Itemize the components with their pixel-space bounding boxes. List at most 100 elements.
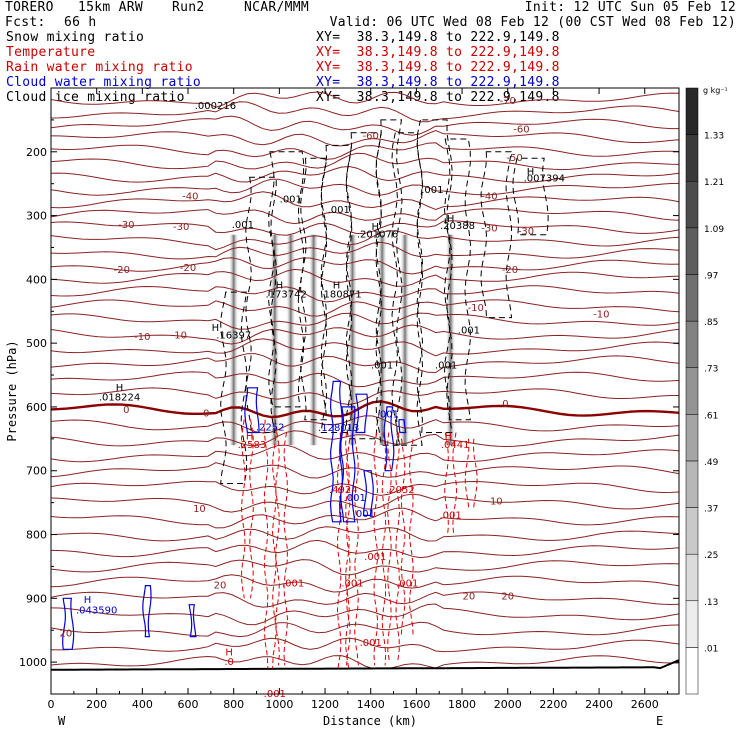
temperature-contour bbox=[51, 101, 679, 123]
colorbar-tick-label: .37 bbox=[704, 505, 718, 515]
maximum-marker: H bbox=[372, 222, 380, 233]
maximum-marker: H bbox=[276, 281, 284, 292]
colorbar-tick-label: 1.21 bbox=[704, 178, 724, 188]
temperature-contour bbox=[51, 241, 679, 260]
temperature-contour bbox=[51, 371, 679, 388]
colorbar-tick-label: .97 bbox=[704, 271, 718, 281]
colorbar-segment bbox=[685, 227, 699, 275]
contour-value-label: .0441 bbox=[441, 440, 470, 451]
temperature-contour bbox=[51, 165, 679, 183]
contour-value-label: .001 bbox=[280, 195, 302, 206]
legend-temperature-label: Temperature bbox=[6, 45, 96, 60]
colorbar-segment bbox=[685, 134, 699, 182]
temperature-contour-label: -40 bbox=[481, 191, 497, 202]
maximum-marker: H bbox=[225, 648, 233, 659]
cloud-water-contour bbox=[383, 406, 395, 472]
contour-value-label: .001 bbox=[396, 579, 418, 590]
rain-contour bbox=[452, 432, 458, 535]
temperature-contour-label: -10 bbox=[593, 309, 609, 320]
colorbar-segment bbox=[685, 367, 699, 415]
colorbar-tick-label: 1.09 bbox=[704, 225, 724, 235]
header-model: TORERO bbox=[5, 0, 54, 15]
y-tick-label: 400 bbox=[26, 273, 47, 286]
x-tick-label: 1200 bbox=[311, 698, 339, 711]
maximum-marker: H bbox=[527, 167, 535, 178]
contour-value-label: .001 bbox=[328, 205, 350, 216]
snow-shading-column bbox=[377, 234, 388, 446]
temperature-contour bbox=[51, 621, 679, 638]
snow-contour bbox=[268, 151, 305, 408]
legend-cloud-water-label: Cloud water mixing ratio bbox=[6, 75, 202, 90]
rain-contour bbox=[395, 432, 401, 663]
temperature-zero-contour bbox=[51, 400, 679, 419]
colorbar-segment bbox=[685, 553, 699, 602]
colorbar-tick-label: .73 bbox=[704, 365, 718, 375]
rain-contour bbox=[400, 438, 406, 637]
rain-contour bbox=[408, 438, 414, 637]
contour-value-label: .001 bbox=[421, 185, 443, 196]
temperature-contour bbox=[51, 539, 679, 559]
header-run: Run2 bbox=[172, 0, 205, 15]
temperature-contour-label: 0 bbox=[502, 399, 508, 410]
header-init: Init: 12 UTC Sun 05 Feb 12 bbox=[524, 0, 736, 15]
snow-contour bbox=[220, 291, 248, 484]
temperature-contour bbox=[51, 299, 679, 317]
temperature-contour-label: -30 bbox=[481, 223, 497, 234]
x-tick-label: 0 bbox=[48, 698, 55, 711]
snow-shading-column bbox=[285, 234, 296, 446]
axis-west-label: W bbox=[58, 714, 66, 728]
x-axis-label: Distance (km) bbox=[323, 714, 417, 728]
snow-contour bbox=[480, 151, 513, 319]
temperature-contour bbox=[51, 444, 679, 463]
snow-shading-column bbox=[399, 234, 410, 446]
temperature-contour bbox=[51, 338, 679, 357]
maximum-marker: H bbox=[445, 431, 453, 442]
contour-value-label: .043590 bbox=[76, 605, 117, 616]
x-tick-label: 600 bbox=[178, 698, 199, 711]
temperature-contour-label: 20 bbox=[59, 628, 72, 639]
x-tick-label: 1600 bbox=[402, 698, 430, 711]
rain-contour bbox=[283, 432, 289, 666]
rain-contour bbox=[249, 419, 254, 599]
temperature-contour-label: 20 bbox=[501, 591, 514, 602]
temperature-contour bbox=[51, 353, 679, 374]
temperature-contour-label: -10 bbox=[468, 303, 484, 314]
cloud-water-contour bbox=[340, 406, 356, 523]
maximum-marker: H bbox=[333, 281, 341, 292]
temperature-contour bbox=[51, 152, 679, 171]
cloud-water-contour bbox=[355, 393, 369, 434]
temperature-contour bbox=[51, 115, 679, 136]
rain-contour bbox=[275, 432, 280, 666]
rain-contour bbox=[444, 432, 449, 535]
temperature-contour bbox=[51, 430, 679, 448]
axis-east-label: E bbox=[656, 714, 663, 728]
rain-contour bbox=[354, 438, 359, 666]
y-tick-label: 500 bbox=[26, 337, 47, 350]
contour-value-label: .001 bbox=[458, 325, 480, 336]
contour-value-label: .201076 bbox=[357, 230, 398, 241]
y-tick-label: 700 bbox=[26, 465, 47, 478]
contour-value-label: .16397 bbox=[216, 331, 251, 342]
temperature-contour bbox=[51, 574, 679, 593]
temperature-contour bbox=[51, 268, 679, 287]
maximum-marker: H bbox=[116, 383, 124, 394]
temperature-contour bbox=[51, 507, 679, 529]
x-tick-label: 200 bbox=[86, 698, 107, 711]
colorbar-tick-label: .25 bbox=[704, 551, 718, 561]
x-tick-label: 2600 bbox=[631, 698, 659, 711]
x-tick-label: 400 bbox=[132, 698, 153, 711]
legend-snow-xy: XY= 38.3,149.8 to 222.9,149.8 bbox=[316, 30, 560, 45]
snow-contour bbox=[391, 132, 424, 446]
cloud-water-contour bbox=[62, 597, 75, 650]
colorbar-segment bbox=[685, 600, 699, 648]
temperature-contour bbox=[51, 285, 679, 303]
snow-contour bbox=[345, 132, 382, 440]
y-tick-label: 900 bbox=[26, 592, 47, 605]
contour-value-label: .4924 bbox=[329, 485, 358, 496]
temperature-contour bbox=[51, 324, 679, 345]
temperature-contour bbox=[51, 591, 679, 608]
colorbar-segment bbox=[685, 414, 699, 462]
rain-contour bbox=[240, 419, 246, 599]
temperature-contour-label: -30 bbox=[173, 222, 189, 233]
y-tick-label: 300 bbox=[26, 210, 47, 223]
